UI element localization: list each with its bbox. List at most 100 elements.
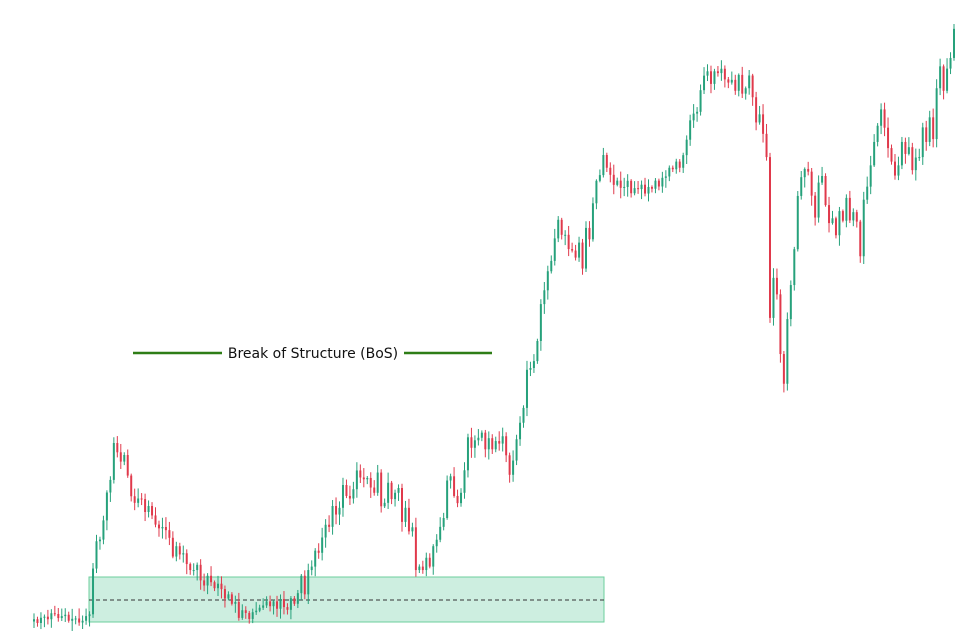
- candle-up: [331, 506, 334, 527]
- candle-up: [366, 477, 369, 480]
- candle-up: [935, 88, 938, 140]
- candle-up: [279, 599, 282, 609]
- candle-up: [737, 74, 740, 91]
- candle-up: [949, 57, 952, 69]
- candle-up: [296, 593, 299, 604]
- candle-down: [244, 610, 247, 613]
- candle-up: [480, 432, 483, 438]
- candle-down: [456, 495, 459, 504]
- candle-up: [147, 506, 150, 512]
- candle-up: [265, 601, 268, 606]
- candle-down: [276, 601, 279, 609]
- candle-up: [515, 439, 518, 461]
- candle-up: [591, 203, 594, 240]
- candle-up: [838, 211, 841, 236]
- candle-down: [841, 211, 844, 221]
- candle-up: [300, 575, 303, 594]
- candle-down: [67, 614, 70, 621]
- candle-down: [414, 527, 417, 571]
- candle-down: [470, 437, 473, 448]
- candle-down: [151, 506, 154, 516]
- candle-up: [338, 507, 341, 515]
- candle-down: [359, 470, 362, 478]
- candle-down: [734, 79, 737, 91]
- candle-down: [942, 66, 945, 91]
- candle-up: [862, 199, 865, 257]
- candle-up: [182, 553, 185, 555]
- candle-up: [321, 537, 324, 553]
- candle-down: [810, 171, 813, 196]
- candle-up: [289, 598, 292, 610]
- candle-down: [164, 527, 167, 531]
- candle-up: [664, 176, 667, 178]
- candle-down: [421, 566, 424, 571]
- candle-down: [612, 174, 615, 185]
- candle-down: [373, 487, 376, 493]
- candle-down: [678, 161, 681, 168]
- candle-down: [834, 218, 837, 236]
- candle-up: [463, 470, 466, 493]
- candle-down: [755, 97, 758, 123]
- candle-down: [588, 227, 591, 240]
- candle-up: [616, 180, 619, 185]
- candle-up: [647, 186, 650, 194]
- candle-down: [848, 197, 851, 221]
- candle-down: [248, 612, 251, 619]
- candle-down: [581, 242, 584, 269]
- candle-up: [307, 570, 310, 595]
- candle-up: [532, 361, 535, 368]
- candle-down: [213, 582, 216, 589]
- candle-up: [748, 75, 751, 89]
- candle-up: [112, 443, 115, 480]
- candle-down: [630, 180, 633, 194]
- candle-up: [921, 127, 924, 158]
- candle-down: [637, 188, 640, 190]
- candle-up: [466, 437, 469, 471]
- candle-up: [262, 605, 265, 608]
- candle-down: [925, 127, 928, 142]
- candle-up: [626, 180, 629, 187]
- candle-down: [751, 75, 754, 98]
- candle-up: [602, 155, 605, 176]
- candle-up: [397, 488, 400, 493]
- candle-down: [709, 71, 712, 84]
- candle-up: [376, 472, 379, 493]
- candle-up: [64, 614, 67, 617]
- candle-up: [821, 176, 824, 183]
- candle-down: [46, 616, 49, 620]
- candle-up: [789, 285, 792, 320]
- candle-down: [286, 607, 289, 610]
- candle-up: [102, 520, 105, 540]
- candle-up: [744, 88, 747, 94]
- candle-down: [619, 180, 622, 188]
- candle-up: [432, 546, 435, 567]
- candle-down: [814, 195, 817, 218]
- candle-up: [772, 277, 775, 318]
- candle-up: [845, 197, 848, 221]
- candle-up: [411, 527, 414, 532]
- candle-up: [487, 438, 490, 450]
- candle-up: [85, 616, 88, 621]
- candle-down: [887, 127, 890, 149]
- candle-up: [123, 455, 126, 462]
- candle-down: [453, 476, 456, 496]
- candle-up: [720, 68, 723, 74]
- candle-up: [258, 607, 261, 611]
- candle-down: [567, 234, 570, 250]
- candle-down: [782, 354, 785, 384]
- candle-down: [428, 557, 431, 567]
- candle-down: [317, 550, 320, 553]
- candle-up: [255, 610, 258, 613]
- candle-up: [217, 583, 219, 589]
- candle-down: [657, 180, 660, 187]
- candle-up: [800, 177, 803, 196]
- candle-down: [185, 553, 188, 565]
- candle-down: [893, 161, 896, 176]
- candle-up: [598, 175, 601, 181]
- candle-down: [293, 598, 296, 604]
- candle-up: [553, 238, 556, 261]
- candle-down: [505, 436, 508, 456]
- candle-up: [539, 304, 542, 341]
- candle-down: [144, 499, 147, 512]
